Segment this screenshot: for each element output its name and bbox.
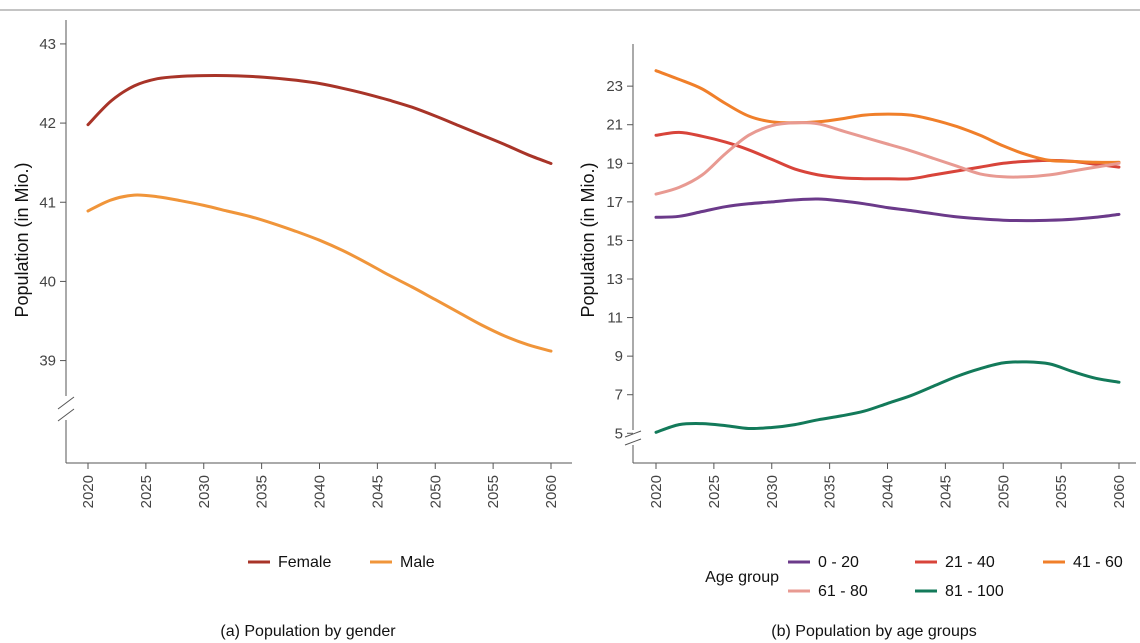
chart-b-series-line <box>654 130 1121 181</box>
chart-a-y-axis-label: Population (in Mio.) <box>12 162 32 317</box>
chart-a-y-tick-label: 39 <box>39 353 56 370</box>
chart-b-x-tick-label: 2035 <box>822 475 839 508</box>
chart-a-y-tick-label: 40 <box>39 273 56 290</box>
chart-b-legend-item: 21 - 40 <box>915 554 995 571</box>
chart-b-series-line <box>654 69 1121 164</box>
chart-a: 2020 2025 2030 2035 2040 2045 2050 2055 2060 39 4… <box>12 20 572 640</box>
chart-a-series-line <box>86 193 553 353</box>
chart-a-x-tick-label: 2050 <box>427 475 444 508</box>
chart-a-x-tick-label: 2020 <box>80 475 97 508</box>
chart-a-axis-break-mark <box>57 408 75 422</box>
chart-b-legend-item: 0 - 20 <box>788 554 859 571</box>
chart-b-x-tick-label: 2030 <box>764 475 781 508</box>
chart-b-axis-break-mark <box>624 430 642 438</box>
chart-b-y-axis-label: Population (in Mio.) <box>578 162 598 317</box>
chart-b-legend-label: 61 - 80 <box>818 583 868 600</box>
chart-b-y-tick-label: 15 <box>606 232 623 249</box>
chart-b-legend-label: 0 - 20 <box>818 554 859 571</box>
chart-a-legend-item: Male <box>370 554 435 571</box>
chart-a-legend: Female Male <box>248 554 435 571</box>
chart-a-axis-break-mark <box>57 396 75 410</box>
chart-b-series-line <box>654 121 1121 196</box>
chart-b-x-tick-label: 2045 <box>937 475 954 508</box>
chart-a-x-tick-label: 2060 <box>543 475 560 508</box>
chart-a-x-tick-label: 2040 <box>312 475 329 508</box>
chart-b-y-tick-label: 19 <box>606 155 623 172</box>
chart-b-y-tick-label: 17 <box>606 194 623 211</box>
chart-b-axis-break-mark <box>624 438 642 446</box>
chart-b-legend-label: 41 - 60 <box>1073 554 1123 571</box>
chart-a-legend-label: Female <box>278 554 331 571</box>
chart-b-y-tick-label: 11 <box>607 310 623 327</box>
chart-a-series-line <box>86 74 553 165</box>
chart-b-legend-title: Age group <box>705 569 779 586</box>
chart-a-legend-item: Female <box>248 554 331 571</box>
chart-a-caption: (a) Population by gender <box>220 623 396 640</box>
chart-b-y-tick-label: 23 <box>606 78 623 95</box>
chart-b-x-tick-label: 2020 <box>648 475 665 508</box>
chart-b-legend: Age group 0 - 20 21 - 40 41 - 60 61 - 80 81 -… <box>705 554 1123 600</box>
chart-b: 2020 2025 2030 2035 2040 2045 2050 2055 2060 5 7 9… <box>578 44 1136 640</box>
chart-a-y-tick-label: 43 <box>39 36 56 53</box>
chart-b-y-tick-label: 9 <box>615 348 623 365</box>
chart-a-x-tick-label: 2035 <box>254 475 271 508</box>
chart-b-y-tick-label: 5 <box>615 425 623 442</box>
chart-b-y-tick-label: 13 <box>606 271 623 288</box>
chart-b-legend-item: 41 - 60 <box>1043 554 1123 571</box>
chart-b-caption: (b) Population by age groups <box>771 623 976 640</box>
chart-b-legend-label: 21 - 40 <box>945 554 995 571</box>
chart-b-x-tick-label: 2055 <box>1053 475 1070 508</box>
chart-b-x-tick-label: 2050 <box>995 475 1012 508</box>
chart-a-legend-label: Male <box>400 554 435 571</box>
chart-b-lines <box>654 69 1121 434</box>
chart-a-x-ticks: 2020 2025 2030 2035 2040 2045 2050 2055 2060 <box>80 463 560 508</box>
chart-b-axes <box>624 44 1136 464</box>
chart-b-x-tick-label: 2060 <box>1111 475 1128 508</box>
chart-b-series-line <box>654 360 1121 434</box>
chart-b-x-tick-label: 2040 <box>880 475 897 508</box>
chart-b-series-line <box>654 197 1121 223</box>
chart-a-x-tick-label: 2045 <box>369 475 386 508</box>
chart-b-legend-item: 81 - 100 <box>915 583 1004 600</box>
chart-a-y-tick-label: 41 <box>39 194 56 211</box>
chart-b-x-tick-label: 2025 <box>706 475 723 508</box>
chart-b-x-ticks: 2020 2025 2030 2035 2040 2045 2050 2055 2060 <box>648 463 1128 508</box>
chart-b-y-tick-label: 21 <box>606 117 623 134</box>
chart-b-legend-item: 61 - 80 <box>788 583 868 600</box>
chart-b-legend-label: 81 - 100 <box>945 583 1004 600</box>
chart-a-x-tick-label: 2025 <box>138 475 155 508</box>
chart-a-x-tick-label: 2055 <box>485 475 502 508</box>
chart-b-y-ticks: 5 7 9 11 13 15 17 19 21 23 <box>606 78 633 442</box>
chart-a-y-ticks: 39 40 41 42 43 <box>39 36 66 370</box>
chart-a-y-tick-label: 42 <box>39 115 56 132</box>
chart-a-lines <box>86 74 553 353</box>
chart-b-y-tick-label: 7 <box>615 387 623 404</box>
chart-a-x-tick-label: 2030 <box>196 475 213 508</box>
